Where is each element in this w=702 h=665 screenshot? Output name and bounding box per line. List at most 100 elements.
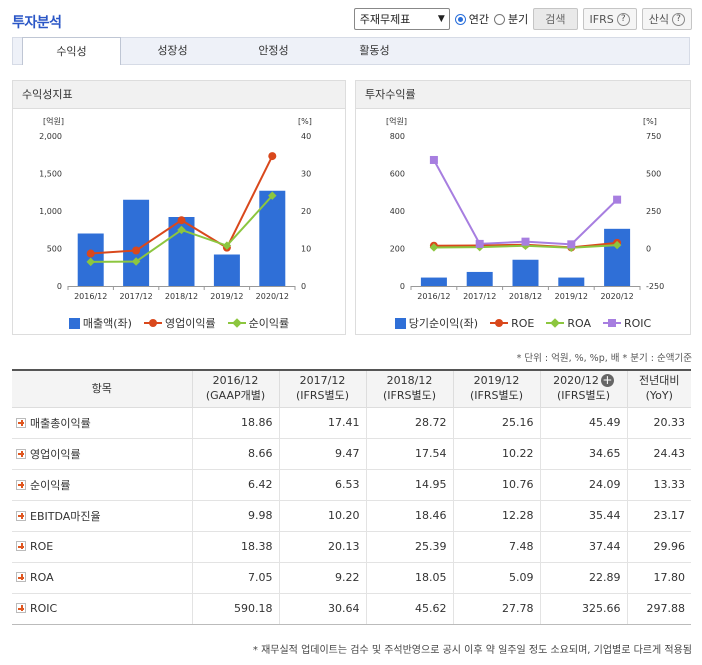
row-label-cell: 매출총이익률 [12, 406, 193, 439]
bar[interactable] [123, 199, 150, 286]
radio-annual[interactable]: 연간 [454, 11, 489, 27]
expand-columns-icon[interactable]: + [600, 373, 614, 388]
tab-growth[interactable]: 성장성 [157, 44, 188, 57]
bar[interactable] [512, 259, 539, 286]
data-point[interactable] [177, 225, 186, 235]
expand-plus-icon[interactable] [16, 510, 26, 521]
data-point[interactable] [521, 237, 530, 246]
footnote: * 재무실적 업데이트는 검수 및 주석반영으로 공시 이후 약 일주일 정도 … [252, 645, 692, 656]
data-point[interactable] [131, 257, 141, 266]
yoy-cell: 23.17 [626, 499, 691, 532]
value-cell: 25.39 [365, 530, 454, 563]
table-row: 매출총이익률 18.86 17.41 28.72 25.16 45.49 20.33 [12, 406, 691, 439]
category-label: 2018/12 [165, 292, 198, 301]
left-tick-label: 500 [47, 245, 62, 254]
legend-line-icon [227, 318, 246, 328]
value-cell: 25.16 [452, 406, 541, 439]
value-cell: 18.38 [191, 530, 280, 563]
tab-profitability[interactable]: 수익성 [22, 37, 121, 65]
value-cell: 35.44 [539, 499, 628, 532]
legend-line-icon [143, 318, 162, 328]
right-tick-label: 40 [301, 132, 311, 141]
row-label: 순이익률 [30, 478, 71, 492]
value-cell: 325.66 [539, 592, 628, 625]
legend-item-net-margin[interactable]: 순이익률 [227, 315, 290, 331]
search-button[interactable]: 검색 [533, 8, 578, 30]
bar[interactable] [604, 228, 631, 286]
profitability-chart: [억원] [%] 2,000 1,500 1,000 500 0 40 30 20 10 0 2016/… [39, 116, 312, 301]
row-label-cell: ROIC [12, 592, 193, 625]
legend-line-icon [490, 318, 509, 328]
right-tick-label: 30 [301, 170, 311, 179]
left-tick-label: 1,000 [39, 207, 62, 216]
col-header-item: 항목 [12, 369, 193, 408]
col-year: 2016/12 [212, 374, 259, 388]
legend-item-roic[interactable]: ROIC [602, 315, 651, 331]
bar[interactable] [213, 254, 240, 287]
left-tick-label: 400 [390, 207, 405, 216]
col-standard: (IFRS별도) [556, 388, 611, 402]
toolbar: 주재무제표 ▼ 연간 분기 검색 IFRS ? 산식 ? [353, 7, 692, 31]
data-point[interactable] [86, 257, 95, 267]
value-cell: 590.18 [191, 592, 280, 625]
expand-plus-icon[interactable] [16, 541, 26, 551]
unit-note: * 단위 : 억원, %, %p, 배 * 분기 : 순액기준 [516, 353, 692, 364]
radio-quarter[interactable]: 분기 [494, 11, 528, 27]
expand-plus-icon[interactable] [16, 572, 26, 582]
bar[interactable] [558, 277, 585, 286]
statement-select[interactable]: 주재무제표 ▼ [353, 8, 450, 30]
row-label: EBITDA마진율 [30, 509, 101, 523]
value-cell: 45.49 [539, 406, 628, 439]
value-cell: 20.13 [278, 530, 367, 563]
ifrs-button[interactable]: IFRS ? [582, 8, 637, 30]
data-point[interactable] [86, 249, 95, 258]
data-point[interactable] [222, 241, 232, 250]
bar[interactable] [420, 277, 447, 286]
category-label: 2016/12 [74, 292, 107, 301]
data-point[interactable] [177, 216, 186, 225]
yoy-cell: 29.96 [626, 530, 691, 563]
category-label: 2017/12 [119, 292, 152, 301]
legend-item-net-income[interactable]: 당기순이익(좌) [394, 315, 478, 331]
expand-plus-icon[interactable] [16, 417, 26, 428]
expand-plus-icon[interactable] [16, 479, 26, 490]
expand-plus-icon[interactable] [16, 603, 26, 613]
profitability-chart-panel: 수익성지표 [억원] [%] 2,000 1,500 1,000 500 0 40 30 20 10… [12, 80, 346, 335]
formula-button[interactable]: 산식 ? [641, 8, 692, 30]
bar[interactable] [466, 271, 493, 286]
col-yoy-label: 전년대비 [639, 374, 680, 388]
data-point[interactable] [475, 239, 484, 248]
legend-item-operating-margin[interactable]: 영업이익률 [143, 315, 216, 331]
radio-checked-icon [454, 13, 466, 25]
col-header-year: 2018/12 (IFRS별도) [365, 369, 454, 408]
value-cell: 22.89 [539, 561, 628, 594]
table-row: 순이익률 6.42 6.53 14.95 10.76 24.09 13.33 [12, 468, 691, 501]
data-point[interactable] [429, 155, 438, 164]
value-cell: 8.66 [191, 437, 280, 470]
legend-label: 순이익률 [248, 317, 290, 330]
col-standard: (IFRS별도) [382, 388, 437, 402]
legend-item-roa[interactable]: ROA [546, 315, 591, 331]
value-cell: 18.86 [191, 406, 280, 439]
data-point[interactable] [613, 195, 622, 204]
tab-activity[interactable]: 활동성 [359, 44, 390, 57]
col-standard: (IFRS별도) [295, 388, 350, 402]
page-title: 투자분석 [12, 15, 62, 31]
data-point[interactable] [567, 240, 576, 249]
category-label: 2017/12 [463, 292, 496, 301]
chevron-down-icon: ▼ [437, 14, 445, 24]
left-axis-unit: [억원] [43, 116, 64, 126]
analysis-tabs: 수익성 성장성 안정성 활동성 [12, 37, 690, 65]
value-cell: 9.47 [278, 437, 367, 470]
data-point[interactable] [132, 246, 141, 255]
data-point[interactable] [612, 240, 622, 250]
profitability-chart-title: 수익성지표 [13, 81, 345, 109]
legend-item-roe[interactable]: ROE [490, 315, 534, 331]
expand-plus-icon[interactable] [16, 448, 26, 459]
investment-return-chart-title: 투자수익률 [356, 81, 690, 109]
tab-stability[interactable]: 안정성 [258, 44, 289, 57]
data-point[interactable] [268, 152, 277, 161]
data-point[interactable] [268, 191, 277, 200]
col-year: 2019/12 [473, 374, 520, 388]
legend-item-sales[interactable]: 매출액(좌) [68, 315, 132, 331]
